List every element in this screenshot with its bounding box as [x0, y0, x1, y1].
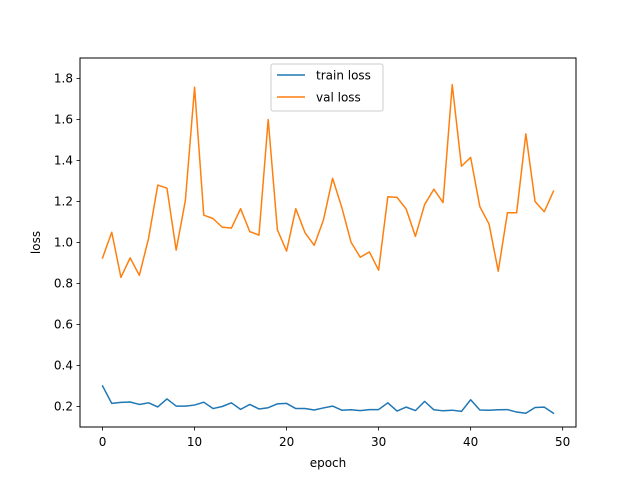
x-axis-label: epoch	[310, 456, 347, 470]
y-tick-label: 1.6	[54, 113, 73, 127]
y-tick-label: 0.8	[54, 277, 73, 291]
x-tick-label: 0	[99, 435, 107, 449]
legend-label-train-loss: train loss	[316, 69, 371, 83]
ticks-layer: 0 10 20 30 40 50 0.2 0.4 0.6 0.8 1.0 1.2 1.4 1.6 1.8	[54, 72, 570, 449]
series-line-val-loss	[101, 83, 555, 279]
plot-frame	[79, 57, 577, 428]
x-tick-label: 30	[371, 435, 386, 449]
y-tick-label: 0.2	[54, 400, 73, 414]
series-line-train-loss	[101, 384, 555, 415]
y-tick-label: 1.0	[54, 236, 73, 250]
legend-label-val-loss: val loss	[316, 91, 361, 105]
x-tick-label: 20	[279, 435, 294, 449]
x-tick-label: 50	[555, 435, 570, 449]
y-tick-label: 1.8	[54, 72, 73, 86]
series-layer	[101, 83, 555, 415]
y-tick-label: 0.4	[54, 359, 73, 373]
legend: train loss val loss	[270, 63, 384, 112]
y-tick-label: 1.4	[54, 154, 73, 168]
y-axis-label: loss	[29, 231, 43, 254]
x-tick-label: 10	[187, 435, 202, 449]
y-tick-label: 1.2	[54, 195, 73, 209]
x-tick-label: 40	[463, 435, 478, 449]
y-tick-label: 0.6	[54, 318, 73, 332]
